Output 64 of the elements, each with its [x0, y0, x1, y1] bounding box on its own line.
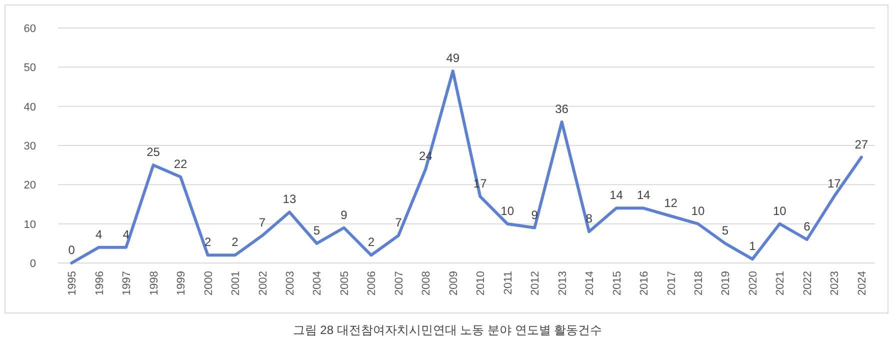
data-label: 7: [258, 216, 266, 230]
x-tick-label: 2013: [556, 271, 569, 296]
data-label: 1: [749, 239, 756, 254]
x-tick-label: 2011: [502, 271, 514, 295]
data-label: 25: [146, 145, 160, 160]
data-label: 2: [204, 235, 212, 250]
data-label: 22: [174, 156, 188, 171]
y-tick-label: 10: [24, 218, 36, 231]
x-tick-label: 2022: [802, 271, 814, 296]
data-label: 36: [555, 102, 569, 116]
data-label: 14: [610, 188, 624, 202]
x-tick-label: 2019: [720, 271, 732, 296]
x-tick-label: 2006: [366, 271, 378, 296]
data-label: 14: [636, 188, 651, 202]
x-tick-label: 2012: [530, 271, 542, 296]
data-label: 9: [340, 208, 348, 222]
x-tick-label: 2010: [475, 271, 488, 296]
x-tick-label: 2005: [338, 271, 351, 296]
x-tick-label: 2002: [257, 271, 270, 296]
x-tick-label: 2016: [638, 271, 651, 296]
data-label: 13: [282, 192, 296, 206]
x-tick-label: 2018: [692, 271, 705, 296]
data-label: 49: [446, 51, 460, 66]
data-label: 17: [827, 176, 842, 190]
x-tick-label: 2020: [747, 271, 760, 296]
x-tick-label: 2008: [420, 271, 433, 296]
data-label: 10: [773, 204, 787, 218]
x-tick-label: 2007: [393, 271, 406, 296]
y-tick-label: 60: [24, 23, 36, 35]
x-tick-label: 1997: [121, 271, 134, 296]
x-tick-label: 2021: [774, 271, 787, 296]
data-label: 0: [68, 243, 76, 257]
x-tick-label: 1995: [66, 271, 79, 296]
x-tick-label: 2017: [666, 271, 678, 296]
data-label: 5: [722, 223, 729, 238]
x-tick-label: 2009: [448, 271, 460, 296]
x-tick-label: 2015: [611, 271, 624, 296]
x-tick-label: 2024: [856, 271, 868, 296]
x-tick-label: 2023: [829, 271, 842, 296]
text: 그림 28 대전참여자치시민연대 노동 분야 연도별 활동건수: [292, 323, 602, 337]
data-label: 27: [854, 137, 868, 152]
x-tick-label: 2003: [284, 271, 296, 296]
data-label: 2: [232, 235, 239, 250]
data-label: 4: [96, 227, 103, 242]
x-tick-label: 2001: [230, 271, 242, 296]
data-label: 12: [664, 196, 678, 210]
y-tick-label: 20: [24, 180, 36, 192]
x-tick-label: 1996: [94, 271, 106, 296]
y-tick-label: 0: [30, 258, 36, 270]
y-tick-label: 30: [24, 140, 36, 152]
data-label: 4: [122, 227, 130, 242]
data-label: 2: [368, 235, 375, 250]
x-tick-label: 2000: [202, 271, 215, 296]
data-label: 10: [691, 204, 705, 218]
data-label: 10: [500, 204, 514, 218]
x-tick-label: 1999: [176, 271, 188, 296]
data-label: 5: [313, 223, 320, 238]
x-tick-label: 1998: [148, 271, 160, 296]
x-tick-label: 2004: [312, 271, 324, 296]
x-tick-label: 2014: [584, 271, 596, 296]
y-tick-label: 50: [24, 62, 36, 74]
y-tick-label: 40: [24, 101, 36, 114]
data-label: 7: [395, 216, 402, 230]
data-label: 6: [804, 220, 811, 234]
